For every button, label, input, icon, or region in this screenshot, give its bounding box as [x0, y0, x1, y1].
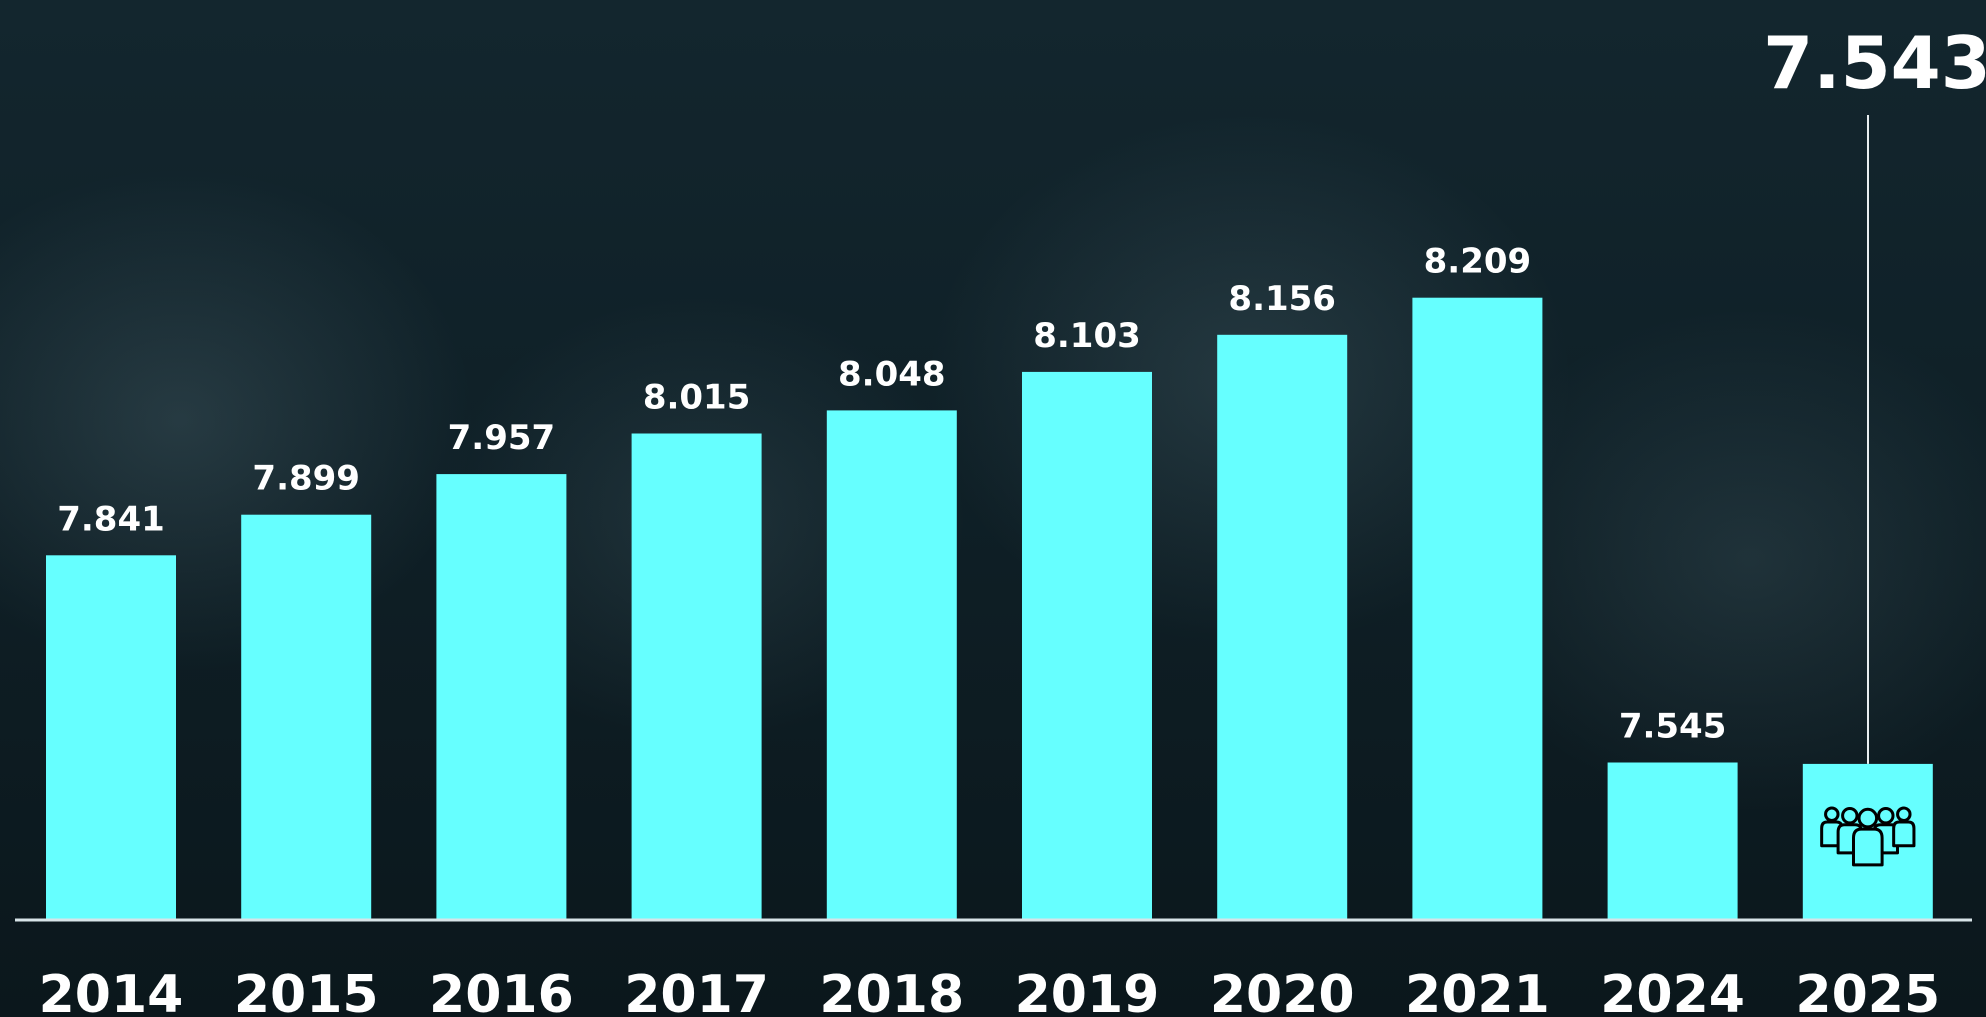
value-label-2024: 7.545 — [1619, 707, 1727, 747]
x-tick-2016: 2016 — [429, 965, 574, 1017]
x-tick-2019: 2019 — [1015, 965, 1160, 1017]
bar-2018 — [826, 410, 957, 920]
bar-2016 — [436, 474, 567, 920]
x-axis-ticks: 2014 2015 2016 2017 2018 2019 2020 2021 2024 2025 — [39, 965, 1941, 1017]
x-tick-2014: 2014 — [39, 965, 184, 1017]
bar-2019 — [1022, 371, 1152, 920]
value-label-2016: 7.957 — [448, 418, 556, 458]
people-group-icon — [1820, 806, 1916, 867]
x-tick-2021: 2021 — [1405, 965, 1550, 1017]
x-tick-2020: 2020 — [1210, 965, 1355, 1017]
x-tick-2025: 2025 — [1795, 965, 1940, 1017]
bar-2017 — [631, 433, 762, 920]
value-label-2021: 8.209 — [1424, 242, 1532, 282]
value-label-2014: 7.841 — [57, 499, 165, 539]
value-label-2020: 8.156 — [1228, 279, 1336, 319]
value-label-2017: 8.015 — [643, 378, 751, 418]
x-tick-2017: 2017 — [624, 965, 769, 1017]
value-label-2025: 7.543 — [1763, 21, 1986, 105]
highlight-annotation: 7.543 — [1763, 21, 1986, 867]
bar-2015 — [241, 514, 372, 920]
x-tick-2015: 2015 — [234, 965, 379, 1017]
value-label-2015: 7.899 — [252, 459, 360, 499]
bar-2024 — [1607, 762, 1738, 920]
x-tick-2024: 2024 — [1600, 965, 1745, 1017]
bar-2021 — [1412, 297, 1543, 920]
bars — [46, 297, 1933, 920]
value-label-2019: 8.103 — [1033, 316, 1141, 356]
value-label-2018: 8.048 — [838, 354, 946, 394]
bar-2020 — [1217, 334, 1348, 920]
value-labels: 7.841 7.899 7.957 8.015 8.048 8.103 8.156 8.209… — [57, 242, 1726, 747]
bar-2014 — [46, 555, 176, 920]
x-tick-2018: 2018 — [819, 965, 964, 1017]
